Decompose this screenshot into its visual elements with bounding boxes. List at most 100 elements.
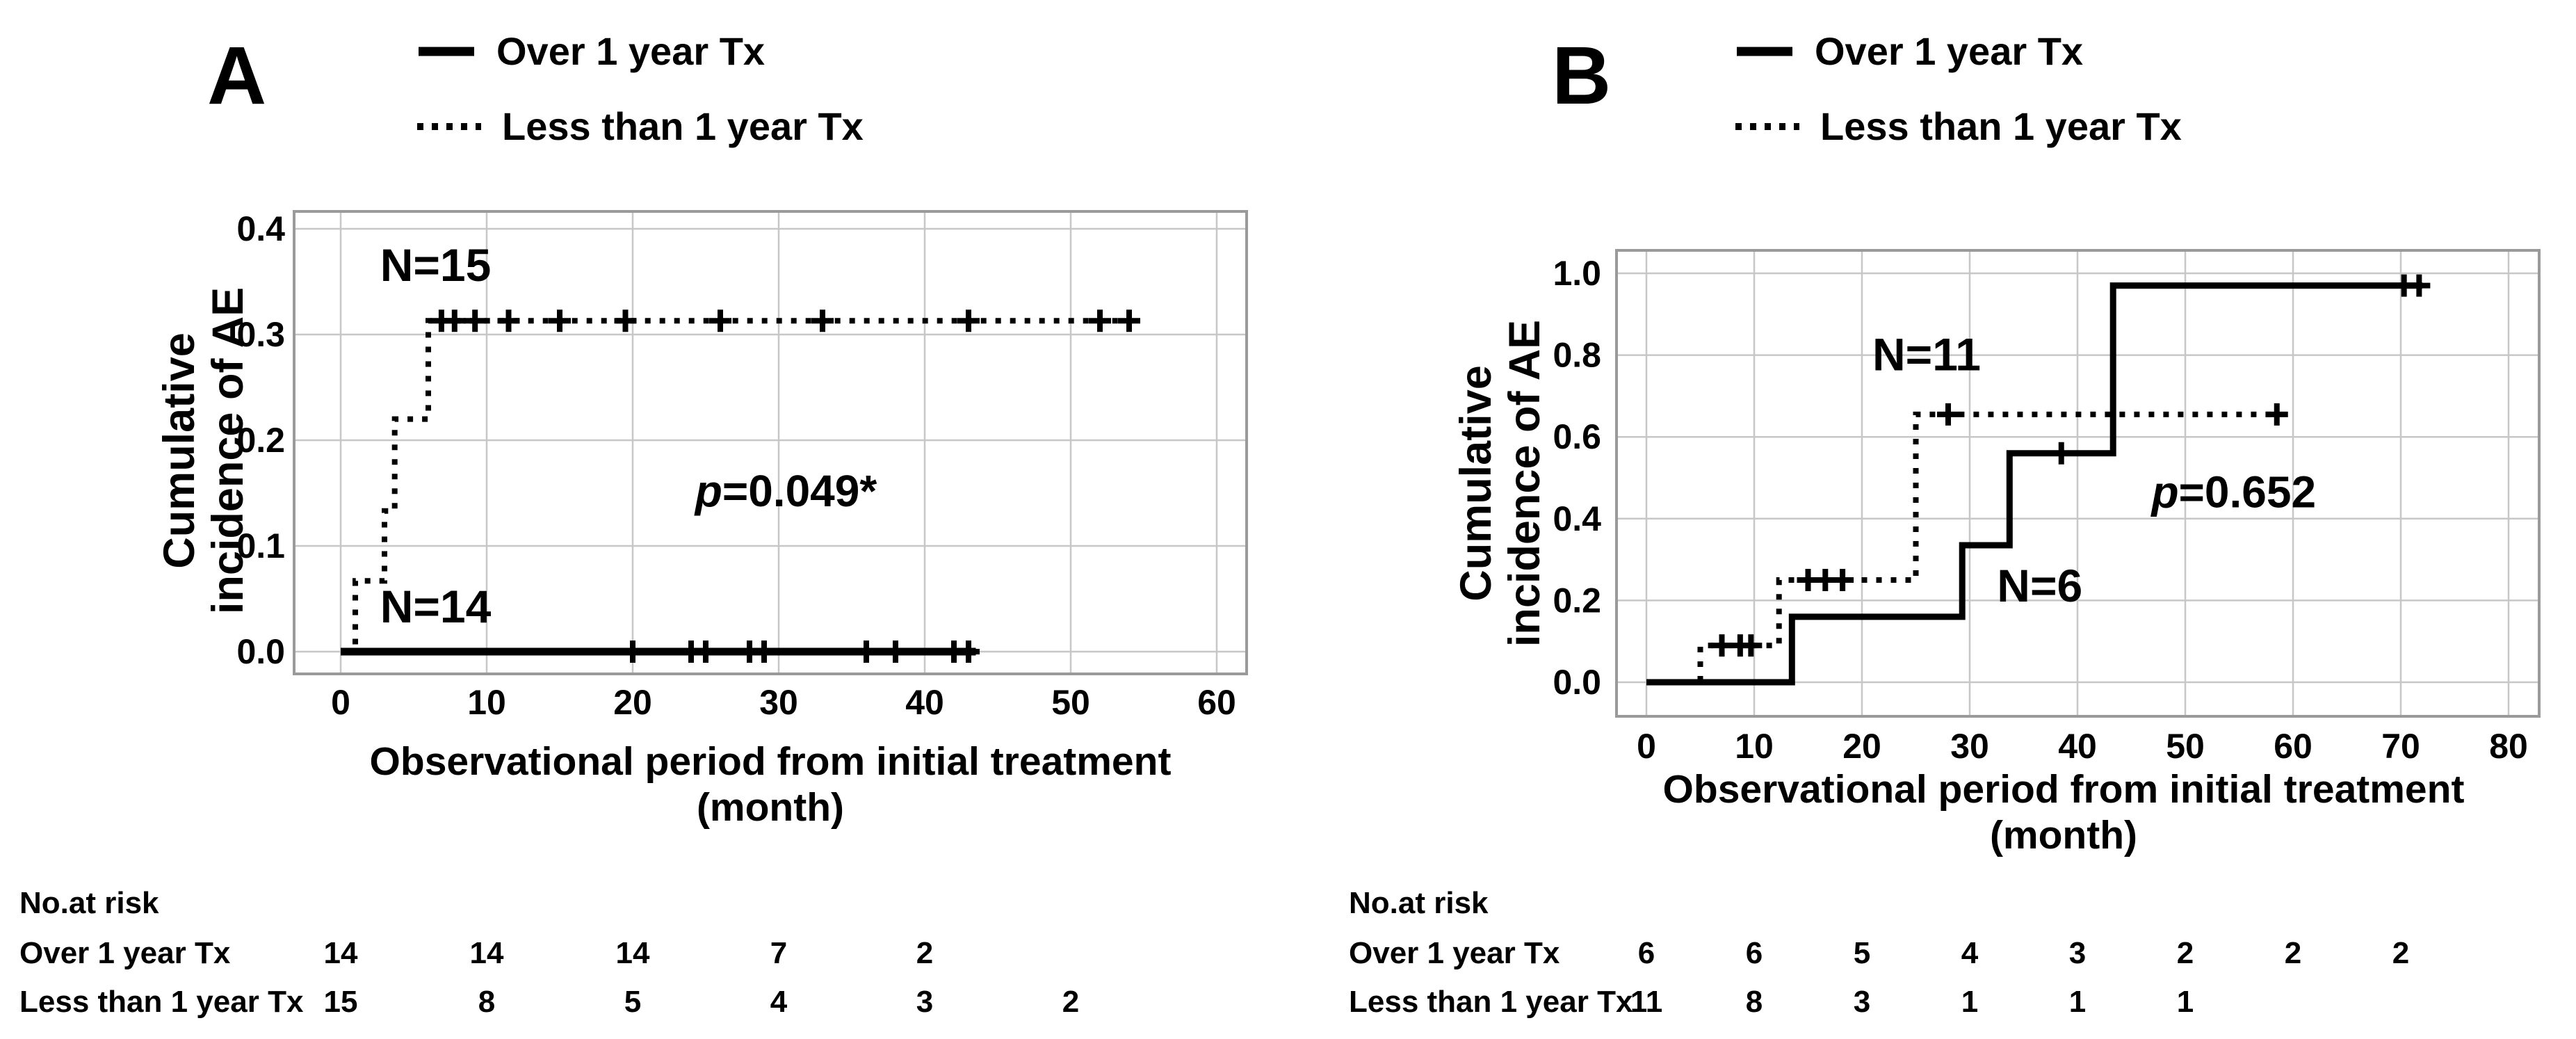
censor-mark-less-than-1-year-tx <box>709 309 731 332</box>
censor-mark-over-1-year-tx <box>957 641 980 663</box>
risk-value: 8 <box>1745 985 1763 1019</box>
y-tick-label: 0.1 <box>236 526 285 565</box>
y-tick-label: 0.4 <box>1553 499 1601 538</box>
panel-a-risk-row-over: Over 1 year Tx 14 14 14 7 2 <box>0 936 2576 977</box>
risk-value: 14 <box>615 936 650 970</box>
x-axis-title-line1: Observational period from initial treatm… <box>369 739 1172 784</box>
panel-b-risk-table-title: No.at risk <box>1349 886 1489 920</box>
x-tick-label: 20 <box>1842 727 1881 766</box>
y-tick-label: 0.0 <box>236 632 285 671</box>
panel-b-risk-row-over: Over 1 year Tx 6 6 5 4 3 2 2 2 <box>0 936 2576 977</box>
censor-mark-less-than-1-year-tx <box>811 309 834 332</box>
censor-mark-less-than-1-year-tx <box>2265 403 2288 426</box>
risk-row-label: Less than 1 year Tx <box>19 985 304 1019</box>
censor-mark-over-1-year-tx <box>622 641 644 663</box>
panel-b-legend: Over 1 year Tx Less than 1 year Tx <box>1734 29 2182 149</box>
risk-value: 2 <box>916 936 934 970</box>
x-tick-label: 30 <box>1950 727 1989 766</box>
risk-value: 1 <box>1961 985 1979 1019</box>
panel-a-letter: A <box>207 30 267 122</box>
y-tick-label: 0.6 <box>1553 417 1601 456</box>
risk-value: 3 <box>2068 936 2087 970</box>
x-axis-title-line1: Observational period from initial treatm… <box>1662 767 2465 812</box>
annotation-n-label: N=11 <box>1872 329 1981 380</box>
risk-value: 7 <box>770 936 788 970</box>
censor-mark-less-than-1-year-tx <box>1937 403 1959 426</box>
censor-mark-over-1-year-tx <box>855 641 877 663</box>
risk-value: 4 <box>1961 936 1979 970</box>
risk-value: 6 <box>1745 936 1763 970</box>
x-tick-label: 60 <box>2274 727 2312 766</box>
solid-line-swatch-icon <box>416 46 477 57</box>
risk-value: 2 <box>2284 936 2302 970</box>
censor-mark-less-than-1-year-tx <box>1118 309 1140 332</box>
y-tick-label: 0.4 <box>236 209 285 248</box>
risk-value: 1 <box>2068 985 2087 1019</box>
censor-mark-less-than-1-year-tx <box>614 309 637 332</box>
censor-mark-over-1-year-tx <box>753 641 775 663</box>
panel-b-x-axis-title: Observational period from initial treatm… <box>1577 766 2550 858</box>
dotted-line-swatch-icon <box>416 121 483 132</box>
panel-b-risk-row-less: Less than 1 year Tx 11 8 3 1 1 1 <box>0 985 2576 1026</box>
risk-value: 3 <box>1853 985 1871 1019</box>
y-tick-label: 0.0 <box>1553 663 1601 702</box>
censor-mark-less-than-1-year-tx <box>464 309 487 332</box>
x-tick-label: 30 <box>759 683 798 722</box>
risk-value: 14 <box>469 936 504 970</box>
legend-item-less-1-year: Less than 1 year Tx <box>416 104 864 149</box>
x-tick-label: 0 <box>1637 727 1656 766</box>
legend-label: Less than 1 year Tx <box>502 104 864 148</box>
risk-value: 14 <box>323 936 358 970</box>
panel-a-plot: 0 10 20 30 40 50 60 0.0 0.1 0.2 0.3 0.4 N=15 N=14 p=0.… <box>236 209 1248 722</box>
risk-value: 8 <box>478 985 496 1019</box>
censor-mark-over-1-year-tx <box>884 641 907 663</box>
panel-a-risk-table-title: No.at risk <box>19 886 159 920</box>
x-tick-label: 40 <box>905 683 944 722</box>
panel-b-y-axis-title: Cumulative incidence of AE <box>1452 261 1549 706</box>
annotation-n-label: N=15 <box>380 239 492 291</box>
y-axis-title-line2: incidence of AE <box>1500 319 1549 647</box>
series-line-over-1-year-tx <box>1646 282 2422 686</box>
x-tick-label: 60 <box>1197 683 1236 722</box>
x-tick-label: 0 <box>331 683 350 722</box>
x-tick-label: 40 <box>2058 727 2097 766</box>
series-line-less-than-1-year-tx <box>1657 411 2277 685</box>
legend-item-less-1-year: Less than 1 year Tx <box>1734 104 2182 149</box>
y-axis-title-line1: Cumulative <box>1452 365 1500 602</box>
y-tick-label: 0.2 <box>236 421 285 460</box>
x-tick-label: 50 <box>2166 727 2205 766</box>
panel-a-y-axis-title: Cumulative incidence of AE <box>155 228 252 673</box>
annotation-p-value: p=0.652 <box>2150 467 2316 517</box>
annotation-p-value: p=0.049* <box>694 466 877 516</box>
risk-value: 11 <box>1630 985 1663 1019</box>
legend-label: Over 1 year Tx <box>496 29 765 73</box>
annotation-n-label: N=6 <box>1997 560 2082 611</box>
x-tick-label: 70 <box>2381 727 2420 766</box>
x-tick-label: 80 <box>2489 727 2528 766</box>
x-tick-label: 50 <box>1051 683 1090 722</box>
y-tick-label: 0.8 <box>1553 336 1601 375</box>
panel-b-letter: B <box>1552 30 1612 122</box>
panel-b-plot: 0 10 20 30 40 50 60 70 80 0.0 0.2 0.4 0.6 0.8 1.0 N=11 N… <box>1553 249 2541 766</box>
y-tick-label: 1.0 <box>1553 254 1601 293</box>
x-axis-title-line2: (month) <box>1989 813 2138 857</box>
x-axis-title-line2: (month) <box>696 785 845 830</box>
y-tick-label: 0.2 <box>1553 581 1601 620</box>
risk-value: 2 <box>2392 936 2410 970</box>
censor-mark-less-than-1-year-tx <box>497 309 520 332</box>
risk-row-label: Less than 1 year Tx <box>1349 985 1633 1019</box>
risk-value: 4 <box>770 985 788 1019</box>
legend-item-over-1-year: Over 1 year Tx <box>1734 29 2182 74</box>
risk-value: 2 <box>2176 936 2194 970</box>
risk-row-label: Over 1 year Tx <box>19 936 231 970</box>
axes-frame <box>1615 249 2541 718</box>
risk-value: 15 <box>323 985 358 1019</box>
censor-mark-less-than-1-year-tx <box>1831 569 1854 591</box>
panel-a-x-axis-title: Observational period from initial treatm… <box>284 739 1257 830</box>
panel-a-legend: Over 1 year Tx Less than 1 year Tx <box>416 29 864 149</box>
risk-value: 1 <box>2176 985 2194 1019</box>
risk-value: 5 <box>624 985 642 1019</box>
censor-mark-less-than-1-year-tx <box>1740 634 1763 657</box>
